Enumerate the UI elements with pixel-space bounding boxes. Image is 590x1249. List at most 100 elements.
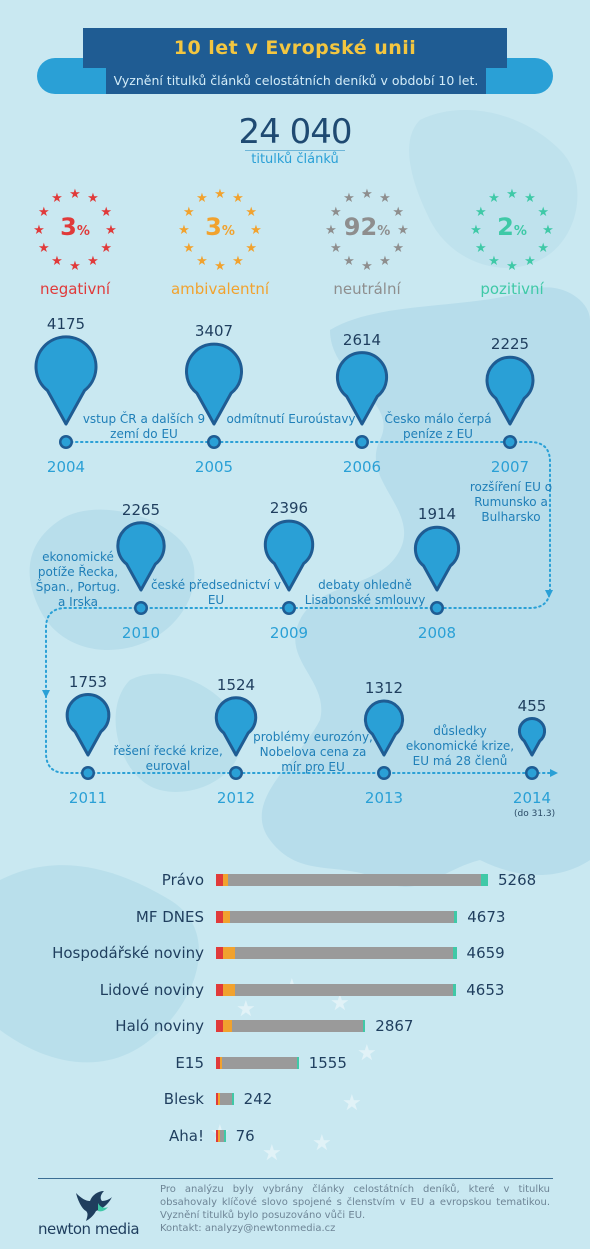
svg-text:★: ★ bbox=[312, 1131, 332, 1156]
sentiment-unit: % bbox=[377, 224, 391, 239]
bar-value-label: 4653 bbox=[466, 980, 505, 999]
bar-segment-neutrální bbox=[234, 983, 453, 996]
bar-segment-ambivalentní bbox=[222, 874, 229, 886]
bar-segment-pozitivní bbox=[481, 874, 488, 886]
bar-segment-negativní bbox=[216, 874, 223, 886]
bar-segment-ambivalentní bbox=[222, 910, 231, 923]
timeline-node-inner bbox=[505, 437, 515, 447]
star-icon: ★ bbox=[325, 222, 337, 238]
star-icon: ★ bbox=[196, 253, 208, 269]
sentiment-value: 92% bbox=[322, 213, 412, 241]
star-icon: ★ bbox=[250, 222, 262, 238]
sentiment-number: 3 bbox=[205, 213, 222, 241]
timeline-event: problémy eurozóny, Nobelova cena za mír … bbox=[253, 730, 373, 774]
timeline-event: debaty ohledně Lisabonské smlouvy bbox=[304, 578, 426, 607]
timeline-year: 2009 bbox=[269, 624, 309, 642]
map-pin-icon bbox=[517, 716, 547, 757]
sentiment-unit: % bbox=[76, 224, 90, 239]
star-icon: ★ bbox=[245, 204, 257, 220]
bar-segment-pozitivní bbox=[452, 947, 457, 959]
map-pin-icon bbox=[485, 355, 535, 426]
sentiment-ring-pozitivní: ★ ★ ★ ★ ★ ★ ★ ★ ★ ★ ★ ★ 2% bbox=[467, 185, 557, 275]
sentiment-ring-negativní: ★ ★ ★ ★ ★ ★ ★ ★ ★ ★ ★ ★ 3% bbox=[30, 185, 120, 275]
timeline-count: 1753 bbox=[68, 672, 108, 691]
timeline-node-inner bbox=[61, 437, 71, 447]
star-icon: ★ bbox=[343, 253, 355, 269]
svg-text:★: ★ bbox=[330, 991, 350, 1016]
star-icon: ★ bbox=[33, 222, 45, 238]
bar-segment-neutrální bbox=[220, 1129, 224, 1142]
svg-text:★: ★ bbox=[236, 997, 256, 1022]
map-pin-icon bbox=[363, 699, 405, 757]
map-pin-icon bbox=[263, 519, 315, 592]
star-icon: ★ bbox=[182, 240, 195, 256]
star-icon: ★ bbox=[524, 191, 536, 207]
star-icon: ★ bbox=[361, 186, 373, 202]
timeline-node-inner bbox=[209, 437, 219, 447]
sentiment-label: negativní bbox=[39, 280, 111, 298]
bar-value-label: 2867 bbox=[375, 1017, 414, 1035]
svg-text:★: ★ bbox=[357, 1041, 377, 1066]
star-icon: ★ bbox=[329, 240, 342, 256]
star-icon: ★ bbox=[361, 258, 373, 274]
timeline-year: 2008 bbox=[417, 624, 457, 642]
bar-segment-ambivalentní bbox=[222, 947, 235, 959]
bar-value-label: 76 bbox=[235, 1126, 255, 1145]
star-icon: ★ bbox=[245, 240, 257, 256]
star-icon: ★ bbox=[379, 191, 391, 207]
timeline-connector bbox=[436, 441, 551, 609]
timeline-count: 2225 bbox=[490, 335, 530, 354]
sentiment-value: 3% bbox=[30, 213, 120, 241]
star-icon: ★ bbox=[178, 222, 190, 238]
bar-stack bbox=[216, 1129, 226, 1142]
timeline-event: české předsednictví v EU bbox=[150, 578, 282, 607]
star-icon: ★ bbox=[214, 186, 226, 202]
footer-note: Pro analýzu byly vybrány články celostát… bbox=[160, 1183, 550, 1235]
timeline-year: 2011 bbox=[68, 789, 108, 807]
bar-segment-pozitivní bbox=[223, 1129, 226, 1142]
bar-value-label: 242 bbox=[243, 1090, 273, 1108]
timeline-year: 2012 bbox=[216, 789, 256, 807]
bar-value-label: 4659 bbox=[466, 944, 505, 962]
timeline-year: 2006 bbox=[342, 458, 382, 476]
bar-segment-negativní bbox=[216, 1129, 218, 1142]
bar-stack bbox=[216, 874, 488, 886]
star-icon: ★ bbox=[474, 204, 487, 220]
bar-segment-negativní bbox=[216, 1020, 224, 1032]
star-icon: ★ bbox=[51, 191, 63, 207]
map-pin-icon bbox=[413, 525, 461, 592]
bar-category-label: Hospodářské noviny bbox=[52, 944, 204, 962]
map-pin-icon bbox=[65, 692, 111, 757]
arrow-icon bbox=[545, 590, 553, 598]
bar-stack bbox=[216, 1020, 366, 1032]
bar-category-label: Haló noviny bbox=[115, 1017, 204, 1035]
bar-segment-ambivalentní bbox=[223, 1020, 233, 1032]
bar-value-label: 5268 bbox=[498, 871, 537, 889]
bar-segment-negativní bbox=[216, 1093, 218, 1105]
sentiment-ring-ambivalentní: ★ ★ ★ ★ ★ ★ ★ ★ ★ ★ ★ ★ 3% bbox=[175, 185, 265, 275]
footer-description: Pro analýzu byly vybrány články celostát… bbox=[160, 1184, 550, 1221]
svg-text:★: ★ bbox=[262, 1141, 282, 1166]
bar-stack bbox=[216, 1093, 234, 1105]
star-icon: ★ bbox=[537, 240, 549, 256]
bar-segment-ambivalentní bbox=[218, 1129, 220, 1142]
bird-logo-icon bbox=[76, 1191, 112, 1221]
total-label: titulků článků bbox=[251, 152, 339, 167]
timeline-node-inner bbox=[527, 768, 537, 778]
bar-value-label: 4673 bbox=[467, 907, 506, 926]
brand-logo: newton media bbox=[38, 1220, 140, 1238]
bar-category-label: Právo bbox=[161, 871, 204, 889]
bar-segment-pozitivní bbox=[452, 983, 457, 996]
bar-stack bbox=[216, 983, 457, 996]
timeline-year: 2010 bbox=[121, 624, 161, 642]
star-icon: ★ bbox=[232, 191, 244, 207]
sentiment-number: 92 bbox=[343, 213, 378, 241]
bar-segment-neutrální bbox=[232, 1020, 364, 1032]
map-pin-icon bbox=[214, 696, 258, 757]
sentiment-unit: % bbox=[513, 224, 527, 239]
bar-category-label: Lidové noviny bbox=[99, 980, 204, 999]
star-icon: ★ bbox=[51, 253, 63, 269]
star-icon: ★ bbox=[470, 222, 482, 238]
timeline-node-inner bbox=[83, 768, 93, 778]
